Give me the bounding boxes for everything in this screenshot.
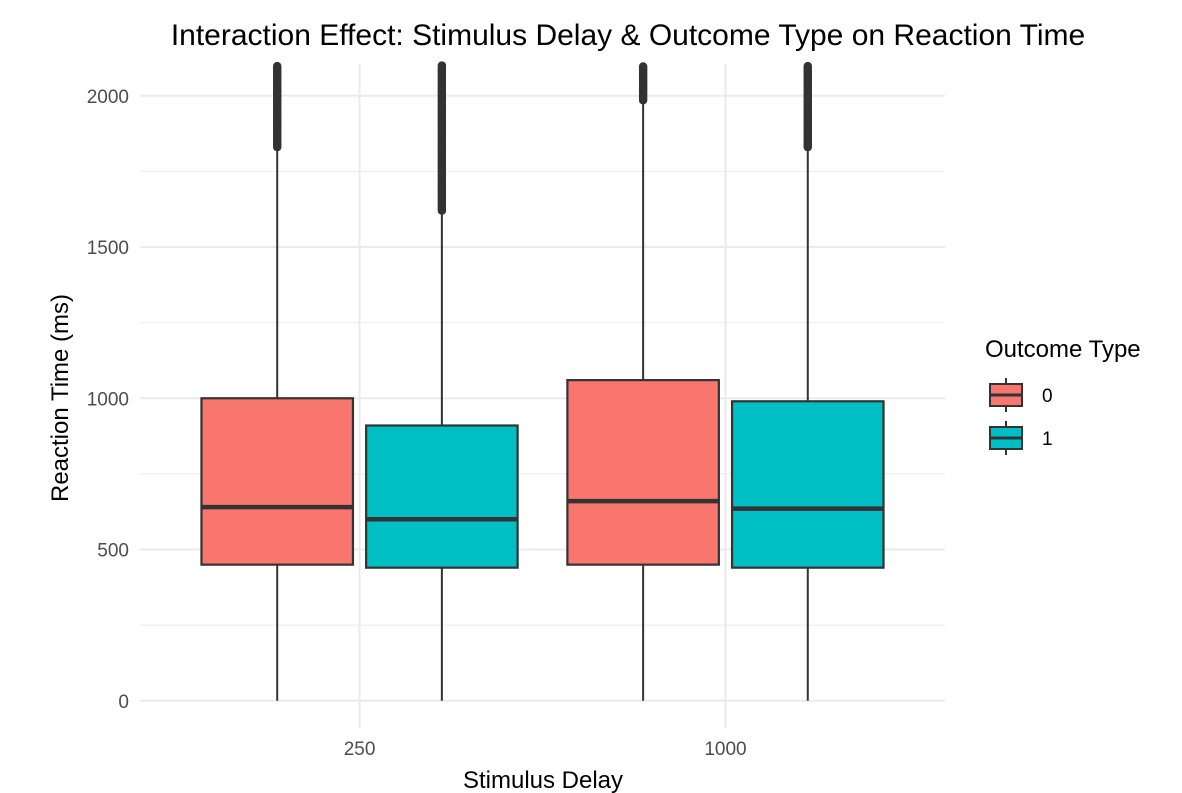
chart-title: Interaction Effect: Stimulus Delay & Out…: [171, 19, 1085, 52]
legend-label: 1: [1042, 429, 1053, 450]
y-axis-title: Reaction Time (ms): [47, 294, 74, 502]
y-tick-label: 1000: [87, 389, 129, 410]
x-tick-label: 250: [344, 739, 376, 760]
legend-item-1: 1: [989, 421, 1053, 455]
boxplots: [200, 61, 885, 701]
y-tick-label: 500: [97, 541, 129, 562]
box: [200, 397, 355, 566]
y-tick-label: 2000: [87, 87, 129, 108]
grid-lines: [140, 64, 945, 728]
legend-title: Outcome Type: [985, 336, 1141, 363]
x-tick-label: 1000: [704, 739, 746, 760]
box: [566, 379, 720, 566]
axis-ticks: 0 500 1000 1500 2000 250 1000: [87, 87, 747, 760]
y-tick-label: 1500: [87, 238, 129, 259]
box: [365, 424, 519, 569]
legend-item-0: 0: [989, 378, 1053, 412]
legend-label: 0: [1042, 386, 1053, 407]
boxplot-0-250: [200, 61, 355, 701]
outlier-point: [273, 61, 282, 71]
outlier-point: [437, 61, 447, 70]
boxplot-1-1000: [730, 61, 885, 701]
boxplot-0-1000: [566, 62, 720, 701]
outlier-point: [638, 62, 648, 71]
legend: Outcome Type 0 1: [985, 336, 1141, 455]
y-tick-label: 0: [118, 692, 129, 713]
box: [730, 400, 885, 569]
boxplot-1-250: [365, 61, 519, 701]
outlier-point: [803, 61, 812, 71]
x-axis-title: Stimulus Delay: [463, 767, 623, 793]
